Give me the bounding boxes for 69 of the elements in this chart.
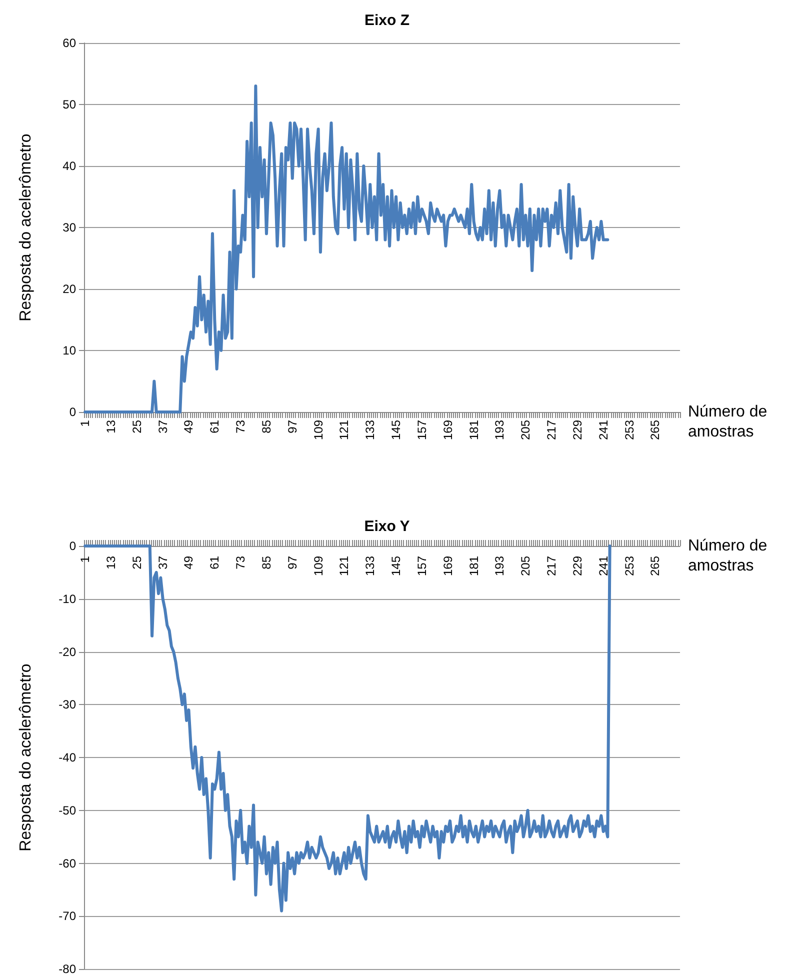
x-axis-title: Número de amostras <box>688 404 768 440</box>
y-tick-label: -70 <box>58 909 76 924</box>
y-tick-label: 10 <box>62 344 76 358</box>
chart-title: Eixo Z <box>364 12 410 29</box>
x-tick-label: 145 <box>389 420 404 440</box>
y-tick-label: 50 <box>62 98 76 112</box>
x-tick-label: 193 <box>492 420 507 440</box>
y-tick-label: -50 <box>58 803 76 818</box>
x-tick-label: 1 <box>78 420 92 427</box>
x-tick-label: 145 <box>389 556 404 576</box>
x-tick-label: 241 <box>596 556 610 576</box>
x-tick-label: 49 <box>182 420 196 434</box>
y-tick-label: 20 <box>62 282 76 296</box>
x-tick-label: 85 <box>259 420 274 434</box>
y-axis-title: Resposta do acelerômetro <box>18 134 34 322</box>
x-tick-label: 253 <box>622 420 636 440</box>
x-tick-label: 73 <box>234 420 248 434</box>
x-tick-label: 133 <box>363 556 378 576</box>
y-tick-label: 0 <box>69 539 76 553</box>
x-tick-label: 181 <box>466 420 481 440</box>
x-tick-label: 109 <box>311 420 326 440</box>
x-tick-label: 229 <box>570 420 584 440</box>
x-axis-title: Número de amostras <box>688 538 768 574</box>
y-tick-label: -30 <box>58 698 76 712</box>
line-series <box>84 84 610 414</box>
x-tick-label: 205 <box>518 420 533 440</box>
x-tick-label: 217 <box>544 420 559 440</box>
x-tick-label: 265 <box>648 420 662 440</box>
x-tick-label: 25 <box>130 556 144 570</box>
y-tick-label: 0 <box>69 405 76 419</box>
x-tick-label: 37 <box>156 420 170 434</box>
x-tick-label: 157 <box>414 556 429 576</box>
x-tick-label: 229 <box>570 556 584 576</box>
y-tick-label: -20 <box>58 644 76 659</box>
y-tick-label: -40 <box>58 750 76 764</box>
y-tick-label: -80 <box>58 962 76 976</box>
x-tick-label: 133 <box>363 420 378 440</box>
y-tick-label: -10 <box>58 592 76 606</box>
y-tick-label: 60 <box>62 36 76 50</box>
x-tick-label: 253 <box>622 556 636 576</box>
x-tick-label: 61 <box>208 420 222 434</box>
x-tick-label: 169 <box>440 556 455 576</box>
x-tick-label: 157 <box>414 420 429 440</box>
x-tick-label: 13 <box>104 420 118 434</box>
x-tick-label: 205 <box>518 556 533 576</box>
x-tick-label: 241 <box>596 420 610 440</box>
x-tick-label: 61 <box>208 556 222 570</box>
x-tick-label: 97 <box>285 420 300 434</box>
x-tick-label: 49 <box>182 556 196 570</box>
y-tick-label: 30 <box>62 220 76 234</box>
x-tick-label: 169 <box>440 420 455 440</box>
x-tick-label: 109 <box>311 556 326 576</box>
x-tick-label: 265 <box>648 556 662 576</box>
x-tick-label: 85 <box>259 556 274 570</box>
x-tick-label: 193 <box>492 556 507 576</box>
y-tick-label: 40 <box>62 159 76 173</box>
x-tick-label: 73 <box>234 556 248 570</box>
x-tick-label: 181 <box>466 556 481 576</box>
x-tick-label: 13 <box>104 556 118 570</box>
chart-title: Eixo Y <box>364 518 410 535</box>
x-tick-label: 217 <box>544 556 559 576</box>
x-tick-label: 37 <box>156 556 170 570</box>
y-axis-title: Resposta do acelerômetro <box>18 664 34 852</box>
x-tick-label: 97 <box>285 556 300 570</box>
x-tick-label: 121 <box>337 556 352 576</box>
x-tick-label: 25 <box>130 420 144 434</box>
x-tick-label: 121 <box>337 420 352 440</box>
x-tick-label: 1 <box>78 556 92 563</box>
y-tick-label: -60 <box>58 856 76 870</box>
